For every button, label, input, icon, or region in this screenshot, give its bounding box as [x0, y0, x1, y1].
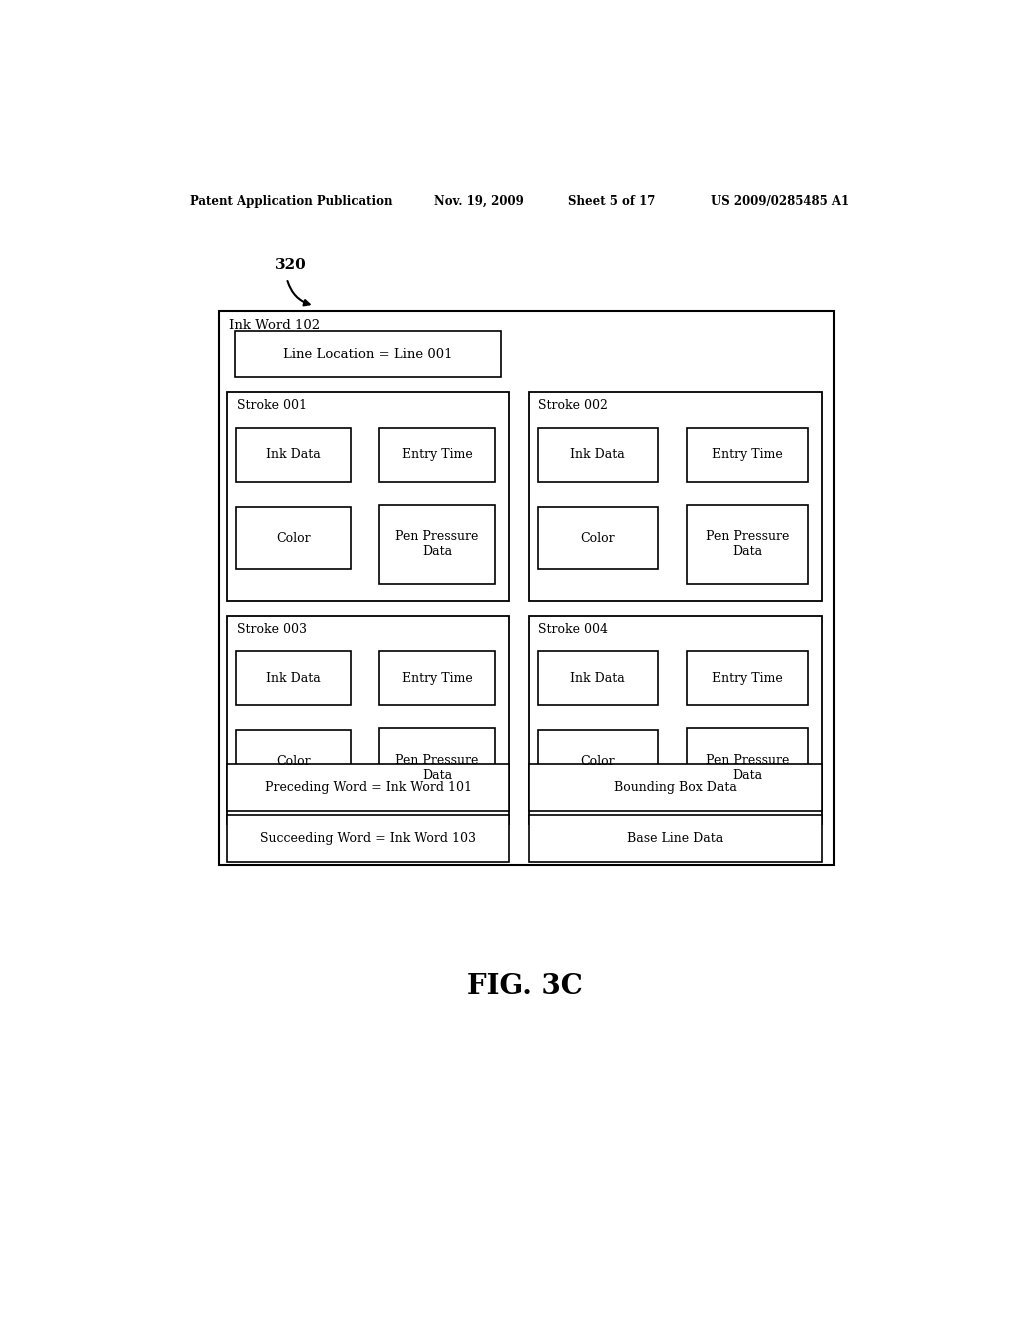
Text: 320: 320	[274, 259, 306, 272]
Text: Stroke 002: Stroke 002	[539, 399, 608, 412]
Text: Pen Pressure
Data: Pen Pressure Data	[395, 754, 479, 781]
FancyBboxPatch shape	[538, 507, 658, 569]
FancyBboxPatch shape	[219, 312, 835, 865]
Text: Stroke 003: Stroke 003	[237, 623, 307, 636]
Text: Pen Pressure
Data: Pen Pressure Data	[706, 531, 790, 558]
Text: Ink Data: Ink Data	[570, 672, 625, 685]
Text: Sheet 5 of 17: Sheet 5 of 17	[568, 194, 655, 207]
FancyBboxPatch shape	[227, 764, 509, 810]
FancyBboxPatch shape	[687, 504, 808, 583]
FancyBboxPatch shape	[538, 651, 658, 705]
FancyBboxPatch shape	[227, 616, 509, 824]
FancyBboxPatch shape	[538, 730, 658, 793]
FancyBboxPatch shape	[528, 814, 822, 862]
Text: Stroke 004: Stroke 004	[539, 623, 608, 636]
Text: Pen Pressure
Data: Pen Pressure Data	[395, 531, 479, 558]
FancyBboxPatch shape	[379, 428, 495, 482]
FancyBboxPatch shape	[687, 428, 808, 482]
Text: Nov. 19, 2009: Nov. 19, 2009	[433, 194, 523, 207]
FancyBboxPatch shape	[687, 729, 808, 808]
FancyBboxPatch shape	[528, 616, 822, 824]
Text: Entry Time: Entry Time	[401, 672, 472, 685]
FancyBboxPatch shape	[236, 428, 351, 482]
FancyBboxPatch shape	[528, 392, 822, 601]
Text: Ink Word 102: Ink Word 102	[228, 319, 319, 333]
Text: Line Location = Line 001: Line Location = Line 001	[284, 347, 453, 360]
Text: Bounding Box Data: Bounding Box Data	[614, 781, 737, 795]
FancyBboxPatch shape	[227, 814, 509, 862]
Text: Color: Color	[581, 532, 615, 545]
Text: US 2009/0285485 A1: US 2009/0285485 A1	[712, 194, 850, 207]
Text: FIG. 3C: FIG. 3C	[467, 973, 583, 1001]
FancyBboxPatch shape	[379, 504, 495, 583]
Text: Ink Data: Ink Data	[266, 449, 321, 461]
FancyBboxPatch shape	[538, 428, 658, 482]
FancyBboxPatch shape	[236, 730, 351, 793]
FancyBboxPatch shape	[227, 392, 509, 601]
Text: Ink Data: Ink Data	[570, 449, 625, 461]
Text: Patent Application Publication: Patent Application Publication	[189, 194, 392, 207]
Text: Ink Data: Ink Data	[266, 672, 321, 685]
FancyBboxPatch shape	[687, 651, 808, 705]
Text: Preceding Word = Ink Word 101: Preceding Word = Ink Word 101	[264, 781, 472, 795]
Text: Entry Time: Entry Time	[712, 449, 783, 461]
Text: Succeeding Word = Ink Word 103: Succeeding Word = Ink Word 103	[260, 832, 476, 845]
Text: Color: Color	[276, 532, 310, 545]
FancyBboxPatch shape	[379, 729, 495, 808]
Text: Pen Pressure
Data: Pen Pressure Data	[706, 754, 790, 781]
FancyBboxPatch shape	[236, 331, 501, 378]
Text: Color: Color	[581, 755, 615, 768]
FancyBboxPatch shape	[379, 651, 495, 705]
Text: Base Line Data: Base Line Data	[628, 832, 724, 845]
FancyBboxPatch shape	[236, 651, 351, 705]
Text: Stroke 001: Stroke 001	[237, 399, 307, 412]
Text: Color: Color	[276, 755, 310, 768]
FancyBboxPatch shape	[528, 764, 822, 810]
Text: Entry Time: Entry Time	[712, 672, 783, 685]
Text: Entry Time: Entry Time	[401, 449, 472, 461]
FancyBboxPatch shape	[236, 507, 351, 569]
